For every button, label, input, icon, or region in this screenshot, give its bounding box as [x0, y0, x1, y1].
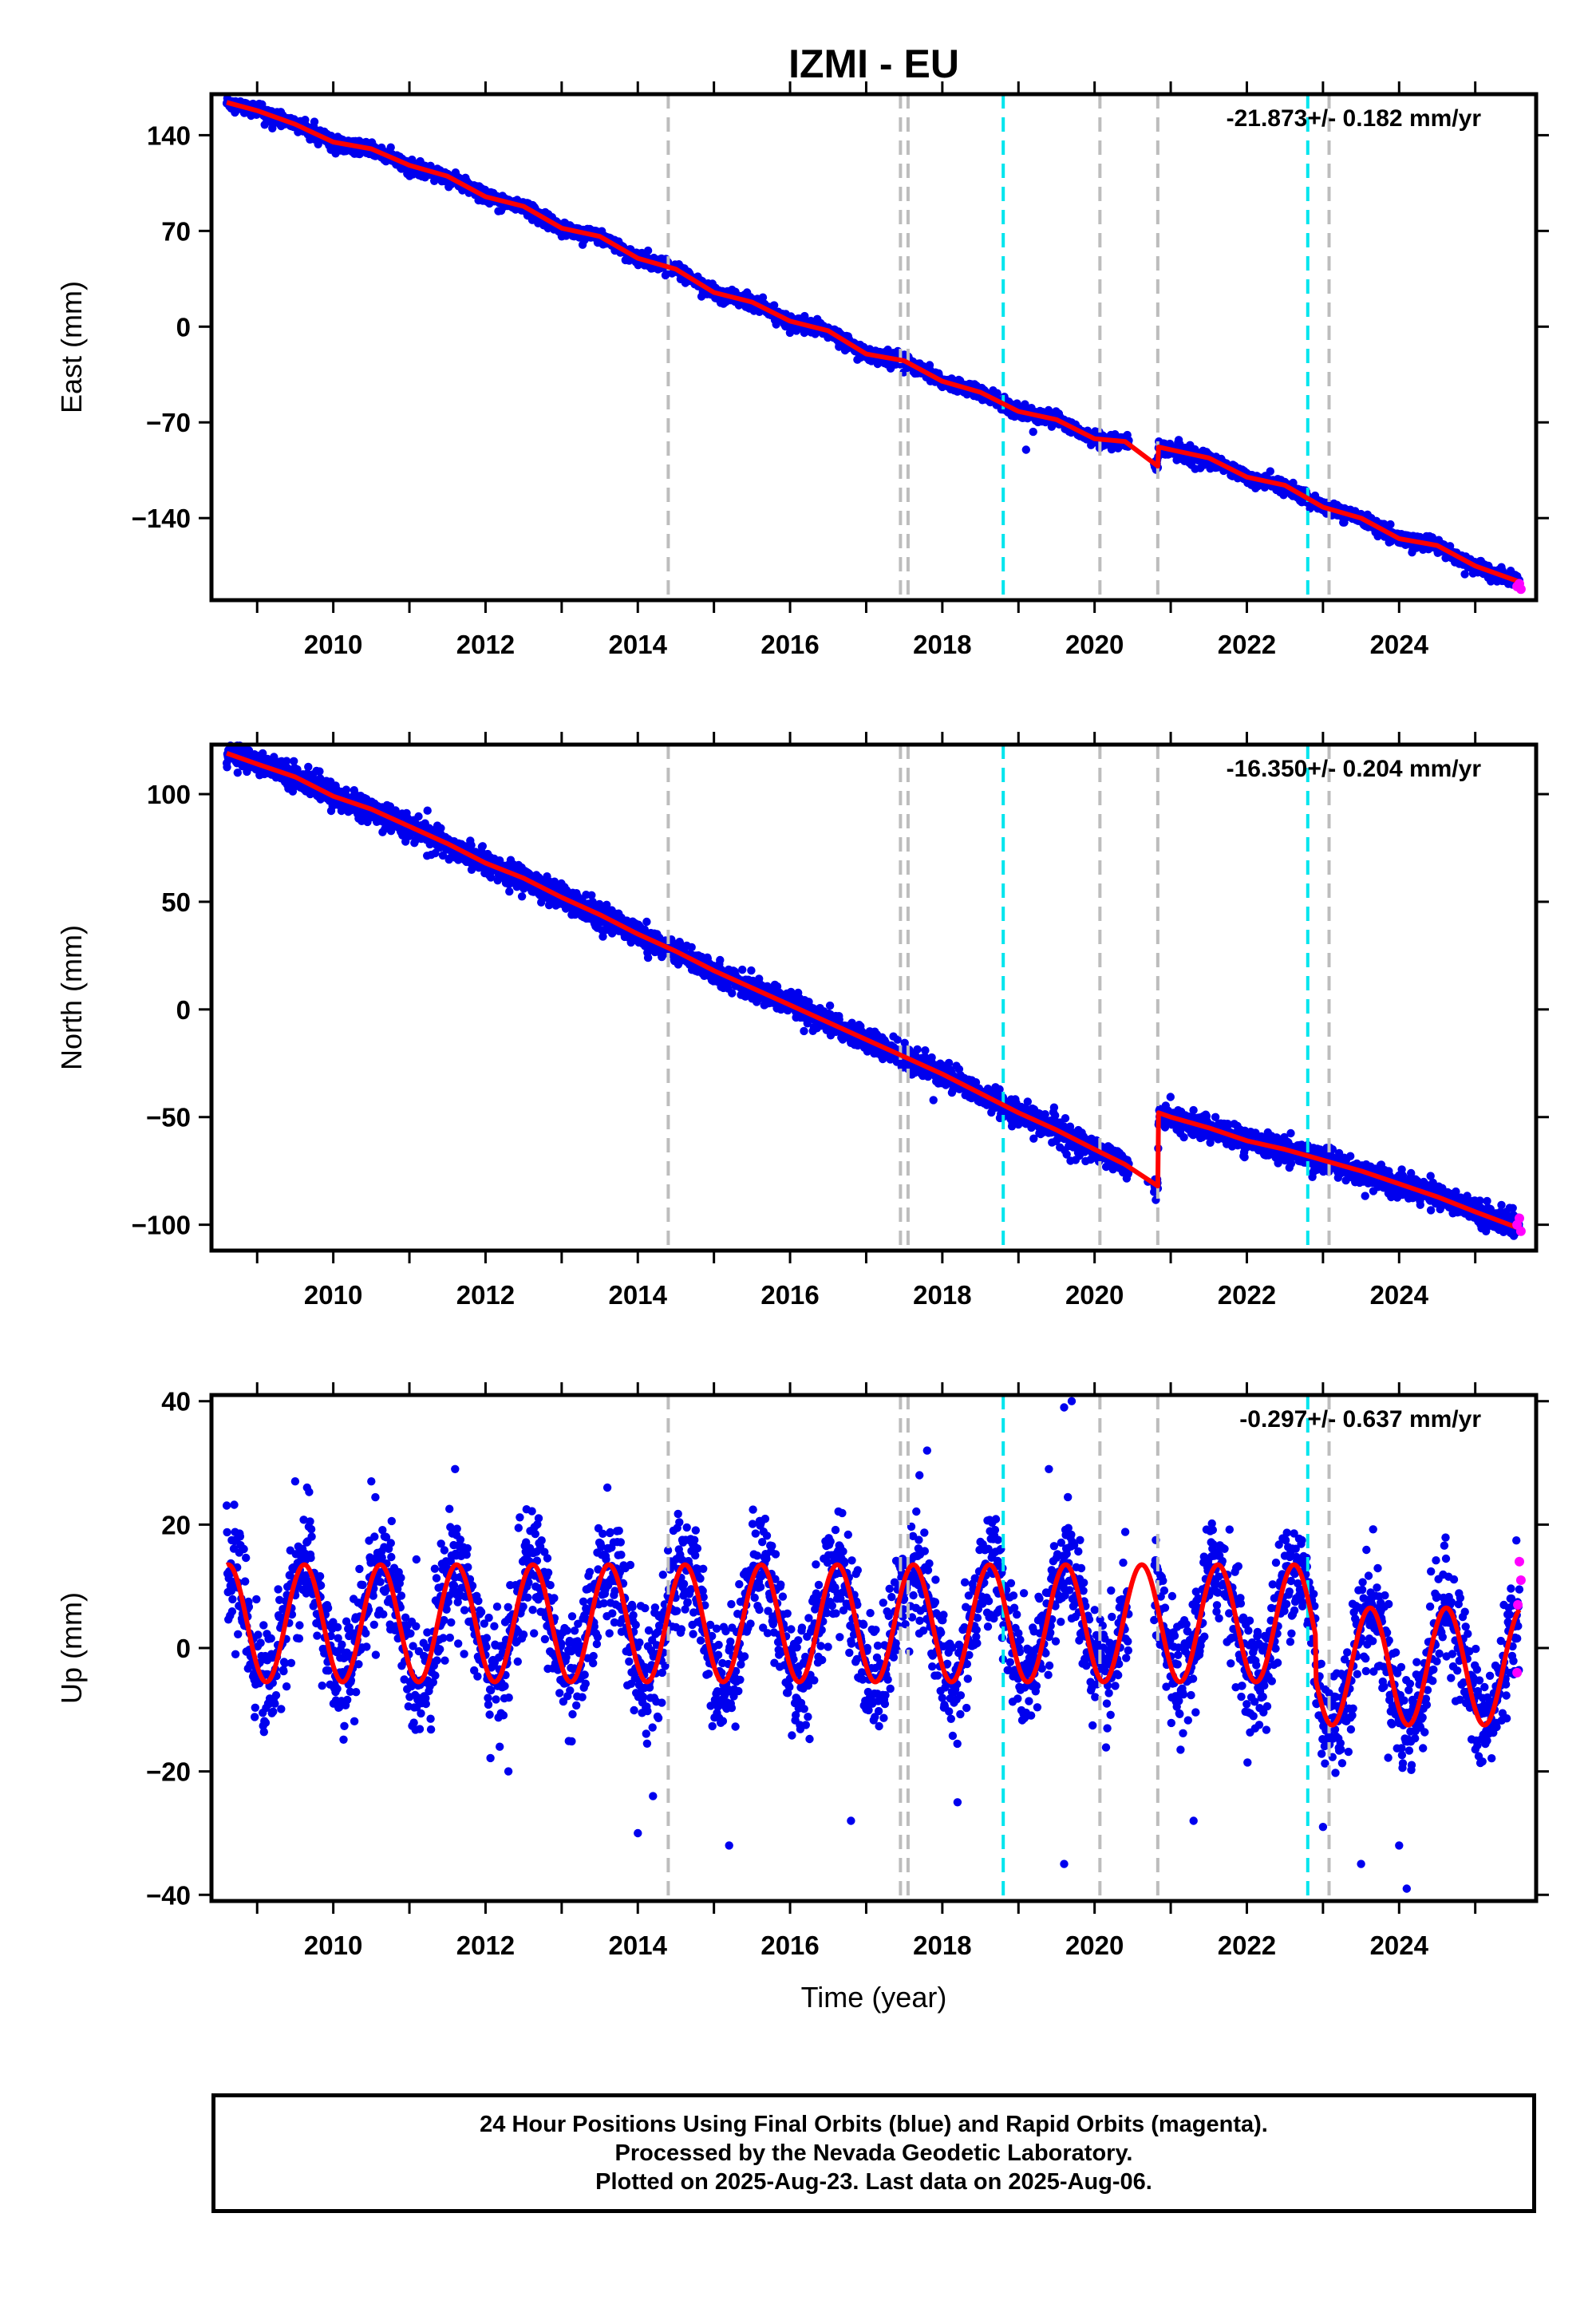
east-event-lines: [666, 94, 1331, 600]
north-point: [315, 767, 324, 776]
east-x-tick-label: 2016: [760, 630, 819, 659]
east-x-tick-label: 2014: [609, 630, 668, 659]
east-point: [1029, 427, 1037, 437]
east-y-ticks: 140 70 0 −70 −140: [132, 121, 1549, 533]
east-x-tick-label: 2020: [1065, 630, 1124, 659]
east-point: [1386, 520, 1395, 529]
east-x-tick-label: 2022: [1218, 630, 1276, 659]
north-point: [505, 887, 514, 896]
chart-title: IZMI - EU: [788, 41, 959, 86]
east-outlier-point: [1021, 445, 1031, 454]
east-y-tick-label: 0: [176, 312, 191, 342]
east-point: [310, 117, 319, 126]
east-x-tick-label: 2018: [913, 630, 971, 659]
east-y-axis-label: East (mm): [55, 281, 88, 413]
east-x-tick-label: 2010: [304, 630, 362, 659]
north-point: [223, 763, 231, 772]
east-rapid-point: [1515, 584, 1526, 595]
north-point: [414, 812, 423, 821]
east-y-tick-label: −140: [132, 504, 191, 533]
east-y-tick-label: 140: [147, 121, 191, 150]
east-point: [386, 143, 395, 152]
north-point: [304, 762, 313, 772]
east-y-tick-label: 70: [161, 216, 191, 246]
east-point: [643, 246, 653, 255]
east-outlier-point: [268, 124, 277, 132]
north-point: [517, 892, 527, 901]
east-x-tick-label: 2012: [456, 630, 515, 659]
north-point: [282, 757, 291, 765]
north-point: [423, 806, 432, 815]
east-rate-label: -21.873+/- 0.182 mm/yr: [1227, 105, 1482, 132]
north-point: [478, 842, 487, 851]
east-panel: 140 70 0 −70 −140 2010 2012 2014 2016 2018 2020 20…: [55, 81, 1549, 659]
east-y-tick-label: −70: [146, 408, 191, 437]
east-x-tick-label: 2024: [1370, 630, 1429, 659]
east-point: [1266, 467, 1275, 476]
east-point: [993, 389, 1001, 397]
